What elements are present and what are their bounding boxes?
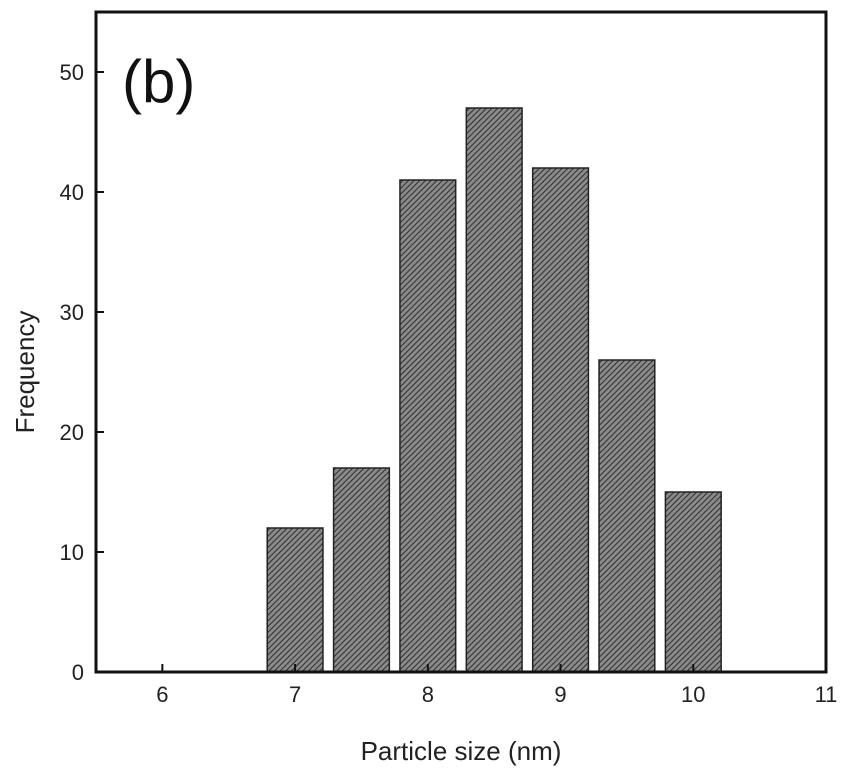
y-tick-label: 40 [60, 180, 84, 205]
x-tick-label: 9 [554, 682, 566, 707]
panel-label: (b) [122, 48, 195, 115]
bar-7.5 [334, 468, 390, 672]
x-tick-label: 8 [422, 682, 434, 707]
y-tick-label: 30 [60, 300, 84, 325]
bar-9 [533, 168, 589, 672]
bar-8.5 [466, 108, 522, 672]
x-tick-label: 6 [156, 682, 168, 707]
bar-9.5 [599, 360, 655, 672]
bar-8 [400, 180, 456, 672]
y-tick-label: 10 [60, 540, 84, 565]
x-tick-label: 11 [815, 682, 838, 707]
y-axis-label: Frequency [10, 311, 40, 434]
x-tick-label: 7 [289, 682, 301, 707]
y-tick-label: 0 [72, 660, 84, 685]
bar-10 [665, 492, 721, 672]
x-tick-label: 10 [681, 682, 705, 707]
x-axis-label: Particle size (nm) [361, 736, 562, 766]
bar-7 [267, 528, 323, 672]
bars [267, 108, 721, 672]
y-tick-label: 20 [60, 420, 84, 445]
y-tick-label: 50 [60, 60, 84, 85]
